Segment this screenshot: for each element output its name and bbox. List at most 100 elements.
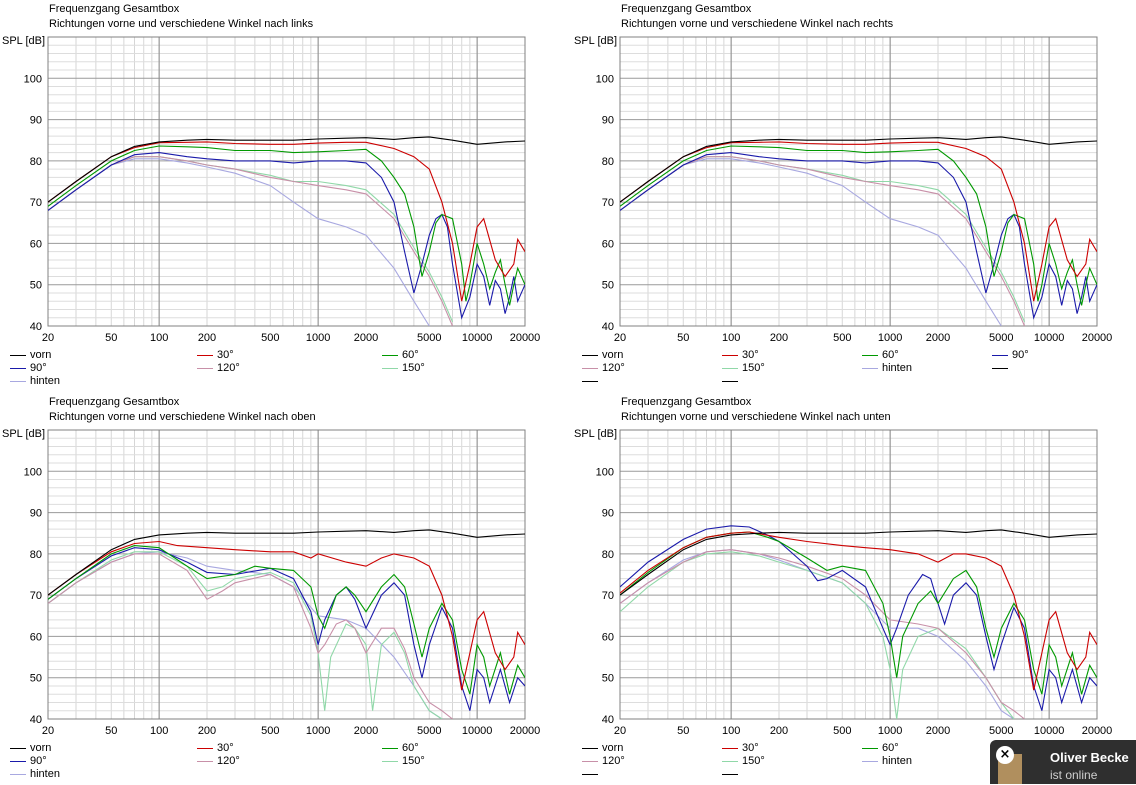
series-line	[48, 545, 525, 695]
legend-item: vorn	[582, 349, 623, 362]
y-tick-label: 50	[602, 280, 614, 292]
y-tick-label: 50	[30, 673, 42, 685]
legend-swatch	[722, 380, 738, 382]
x-tick-label: 5000	[989, 725, 1013, 737]
y-tick-label: 40	[602, 714, 614, 726]
x-tick-label: 200	[198, 332, 216, 344]
chart-title: Frequenzgang Gesamtbox	[621, 396, 752, 408]
y-tick-label: 60	[602, 631, 614, 643]
legend-swatch	[722, 760, 738, 762]
legend-item: 60°	[862, 349, 899, 362]
legend-swatch	[10, 760, 26, 762]
legend-label: 30°	[217, 742, 234, 755]
series-line	[48, 158, 430, 326]
x-tick-label: 200	[770, 332, 788, 344]
legend-item	[582, 768, 602, 781]
y-tick-label: 60	[30, 238, 42, 250]
x-tick-label: 20	[614, 725, 626, 737]
legend-swatch	[722, 773, 738, 775]
y-tick-label: 50	[602, 673, 614, 685]
x-tick-label: 20	[42, 332, 54, 344]
legend-item: 120°	[582, 362, 625, 375]
legend-item: 60°	[862, 742, 899, 755]
legend-swatch	[582, 354, 598, 356]
x-tick-label: 20000	[510, 725, 541, 737]
chart-subtitle: Richtungen vorne und verschiedene Winkel…	[49, 411, 316, 423]
legend-label: 90°	[1012, 349, 1029, 362]
legend-label: 30°	[217, 349, 234, 362]
legend-item: vorn	[10, 349, 51, 362]
legend-swatch	[197, 367, 213, 369]
legend-swatch	[582, 760, 598, 762]
legend-label: vorn	[602, 742, 624, 755]
series-line	[620, 529, 1097, 596]
chart-subtitle: Richtungen vorne und verschiedene Winkel…	[621, 18, 894, 30]
chart-panel: Frequenzgang Gesamtbox Richtungen vorne u…	[0, 0, 568, 392]
legend-label: vorn	[602, 349, 624, 362]
chat-notification[interactable]: × Oliver Becke ist online	[990, 740, 1136, 784]
legend-label: 60°	[882, 742, 899, 755]
y-tick-label: 100	[24, 73, 42, 85]
legend-swatch	[992, 354, 1008, 356]
legend-swatch	[722, 367, 738, 369]
x-tick-label: 2000	[354, 725, 378, 737]
legend-swatch	[582, 367, 598, 369]
x-tick-label: 100	[722, 725, 740, 737]
legend-label: hinten	[30, 375, 60, 388]
y-tick-label: 100	[596, 73, 614, 85]
legend-swatch	[197, 760, 213, 762]
grid-minor	[47, 429, 526, 720]
series-line	[620, 158, 1002, 326]
x-tick-label: 200	[770, 725, 788, 737]
legend-label: 150°	[402, 755, 425, 768]
close-icon[interactable]: ×	[996, 746, 1014, 764]
legend-swatch	[582, 747, 598, 749]
legend-swatch	[382, 354, 398, 356]
legend-item: vorn	[582, 742, 623, 755]
x-tick-label: 1000	[306, 332, 330, 344]
series-line	[620, 549, 1015, 719]
series-line	[48, 553, 453, 719]
legend-swatch	[382, 747, 398, 749]
legend-swatch	[197, 354, 213, 356]
x-tick-label: 20	[614, 332, 626, 344]
y-tick-label: 60	[602, 238, 614, 250]
legend-swatch	[582, 380, 598, 382]
legend-label: vorn	[30, 742, 52, 755]
legend-swatch	[10, 773, 26, 775]
chart-panel: Frequenzgang Gesamtbox Richtungen vorne u…	[572, 393, 1136, 785]
series-line	[48, 156, 454, 326]
series-line	[48, 141, 525, 302]
x-tick-label: 2000	[926, 332, 950, 344]
series-line	[620, 152, 1097, 320]
legend-item: 90°	[10, 362, 47, 375]
chat-contact-status: ist online	[1050, 768, 1098, 782]
legend-item: 150°	[382, 362, 425, 375]
legend-swatch	[10, 380, 26, 382]
legend-item: hinten	[10, 768, 60, 781]
chart-title: Frequenzgang Gesamtbox	[49, 396, 180, 408]
legend-swatch	[862, 367, 878, 369]
x-tick-label: 100	[150, 725, 168, 737]
legend-label: 60°	[882, 349, 899, 362]
x-tick-label: 20	[42, 725, 54, 737]
legend-item: 60°	[382, 742, 419, 755]
legend-swatch	[862, 747, 878, 749]
plot-area: 40 50 60 70 80 90 100 20 50 100 200 500 1000 2000 5000…	[596, 429, 1112, 737]
y-tick-label: 80	[30, 549, 42, 561]
plot-frame	[619, 429, 1098, 720]
legend-item: 30°	[722, 742, 759, 755]
legend-item: 30°	[197, 742, 234, 755]
plot-frame	[619, 36, 1098, 327]
series-line	[48, 547, 525, 711]
legend-item: 150°	[722, 755, 765, 768]
plot-frame	[47, 429, 526, 720]
legend-swatch	[382, 367, 398, 369]
x-tick-label: 5000	[417, 332, 441, 344]
legend-item: hinten	[10, 375, 60, 388]
x-tick-label: 10000	[462, 725, 493, 737]
y-tick-label: 90	[602, 508, 614, 520]
series-line	[48, 156, 454, 323]
legend-label: 60°	[402, 349, 419, 362]
series-line	[48, 145, 525, 306]
